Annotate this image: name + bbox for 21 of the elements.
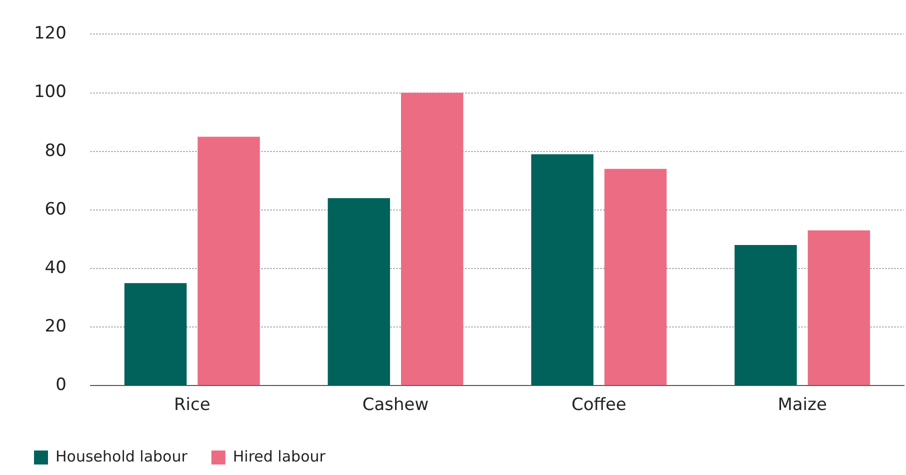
x-tick-label: Cashew [362, 395, 429, 416]
legend-label: Hired labour [232, 447, 326, 466]
bar [734, 245, 797, 386]
bar [604, 168, 667, 386]
y-tick-label: 20 [44, 316, 66, 336]
y-tick-label: 120 [34, 24, 66, 44]
legend-label: Household labour [56, 447, 188, 466]
bar [808, 230, 870, 386]
y-tick-label: 80 [44, 140, 66, 161]
x-tick-label: Coffee [571, 395, 626, 416]
bar [328, 198, 390, 386]
y-tick-label: 60 [44, 199, 66, 220]
bar [198, 136, 260, 386]
x-tick-label: Rice [174, 395, 210, 416]
bar [124, 283, 187, 386]
bar [401, 92, 464, 386]
y-tick-label: 40 [44, 258, 66, 278]
y-tick-label: 0 [56, 375, 66, 396]
x-tick-label: Maize [778, 395, 827, 416]
y-tick-label: 100 [34, 82, 66, 102]
bar [531, 154, 594, 386]
